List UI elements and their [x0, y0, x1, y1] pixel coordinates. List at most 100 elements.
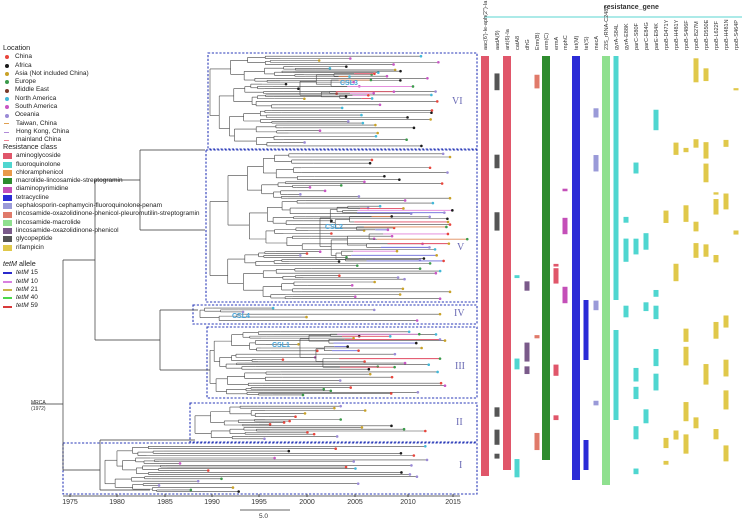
clade-label: I [459, 460, 463, 471]
tip-point [398, 293, 402, 296]
heatmap-band [553, 268, 559, 284]
allele-legend-title: tetM allele [3, 259, 36, 268]
location-legend-item: China [3, 53, 89, 61]
tip-point [356, 482, 360, 485]
heatmap-band [623, 251, 629, 262]
tip-point [374, 123, 377, 127]
location-legend-item: South America [3, 103, 89, 111]
tip-point [303, 97, 306, 101]
heatmap-band [713, 254, 719, 263]
tip-point [418, 267, 422, 270]
location-legend-item: Hong Kong, China [3, 128, 89, 136]
gene-column-label: rpoB-D471Y [664, 19, 670, 50]
dot-marker-icon [5, 96, 9, 101]
tip-point [330, 232, 333, 235]
tip-point [282, 421, 286, 424]
tip-point [281, 358, 285, 361]
tip-point [448, 223, 452, 226]
tip-point [329, 389, 333, 393]
heatmap-band [542, 56, 550, 460]
allele-legend-item: tetM 21 [3, 286, 38, 294]
tip-point [337, 260, 341, 263]
heatmap-band [713, 321, 719, 339]
tip-point [268, 422, 272, 426]
gene-column-label: Erm(B) [535, 32, 541, 50]
tip-point [399, 452, 403, 455]
heatmap-band [713, 429, 719, 440]
allele-prefix: tetM [16, 294, 29, 302]
tip-point [428, 215, 432, 219]
tip-point [410, 464, 413, 467]
dot-marker-icon [5, 55, 9, 60]
tip-point [345, 256, 348, 259]
tip-point [287, 449, 291, 453]
tip-point [438, 312, 442, 316]
location-legend-item: Africa [3, 62, 89, 70]
tip-point [439, 381, 443, 385]
gene-column-label: catA8 [515, 35, 521, 50]
resistance-legend-item: tetracycline [3, 194, 200, 202]
color-swatch-icon [3, 170, 12, 177]
tip-point [372, 308, 376, 312]
tip-point [317, 59, 321, 62]
heatmap-band [673, 263, 679, 282]
tip-point [353, 295, 357, 299]
tip-point [303, 412, 307, 415]
resistance-legend-item: macrolide-lincosamide-streptogramin [3, 177, 200, 185]
axis-year-label: 2000 [299, 499, 315, 506]
tip-point [437, 60, 440, 64]
tip-point [393, 365, 396, 369]
tip-point [446, 220, 450, 224]
csl-label: CSL4 [232, 313, 250, 320]
dot-marker-icon [5, 80, 9, 85]
tip-point [431, 201, 435, 205]
resistance-legend-item: lincosamide-oxazolidinone-phenicol [3, 227, 200, 235]
heatmap-band [633, 367, 639, 382]
tip-point [438, 297, 442, 301]
tip-point [399, 69, 402, 73]
heatmap-band [723, 445, 729, 462]
tip-point [390, 375, 394, 379]
location-legend-item: mainland China [3, 136, 89, 144]
axis-year-label: 2015 [445, 499, 461, 506]
tip-point [393, 68, 397, 72]
legend-label: Europe [15, 78, 36, 86]
tip-point [390, 215, 394, 218]
clade-box [206, 326, 478, 399]
heatmap-band [693, 221, 699, 232]
tip-point [305, 315, 308, 319]
heatmap-band [723, 139, 729, 147]
csl-label: CSL3 [340, 80, 358, 87]
heatmap-band [703, 244, 709, 257]
tip-point [430, 93, 433, 97]
heatmap-band [713, 200, 719, 211]
tip-point [360, 113, 363, 117]
line-swatch-icon [3, 272, 12, 275]
mrca-label: MRCA (1972) [31, 400, 46, 412]
location-legend-item: North America [3, 95, 89, 103]
tip-point [373, 280, 376, 284]
tip-point [368, 372, 372, 376]
tip-point [355, 264, 359, 267]
tip-point [386, 228, 390, 232]
tip-point [414, 341, 418, 345]
resistance-legend-item: rifampicin [3, 244, 200, 252]
tip-point [406, 116, 409, 119]
tip-point [398, 178, 401, 181]
tip-point [447, 242, 451, 245]
tip-point [344, 465, 348, 469]
allele-prefix: tetM [16, 285, 29, 293]
legend-label: chloramphenicol [16, 168, 64, 176]
gene-column-label: parC-E84G [644, 22, 650, 50]
tip-point [346, 120, 350, 123]
tip-point [284, 82, 288, 86]
color-swatch-icon [3, 203, 12, 210]
tip-point [366, 94, 370, 97]
tip-point [357, 349, 360, 352]
allele-legend-item: tetM 59 [3, 302, 38, 310]
tip-point [419, 54, 423, 58]
tip-point [338, 274, 341, 278]
gene-column-label: rpoB-S486F [684, 20, 690, 50]
tip-point [446, 217, 449, 221]
legend-label: China [15, 53, 32, 61]
